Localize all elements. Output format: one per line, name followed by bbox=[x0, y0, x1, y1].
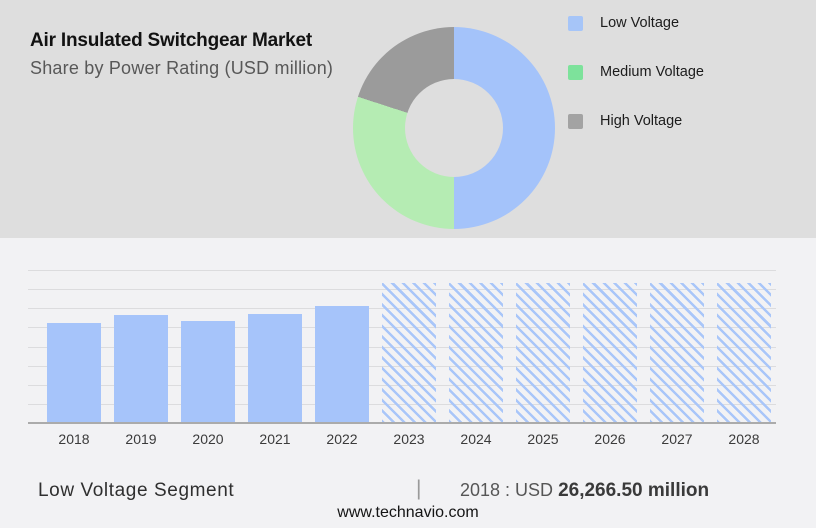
legend: Low Voltage Medium Voltage High Voltage bbox=[568, 0, 798, 238]
x-axis-label-2020: 2020 bbox=[192, 431, 224, 447]
bar-2028 bbox=[717, 283, 771, 423]
bar-2025 bbox=[516, 283, 570, 423]
footer-url[interactable]: www.technavio.com bbox=[337, 504, 479, 521]
donut-hole bbox=[405, 79, 503, 177]
bar-chart-section: 2018 2019 2020 2021 2022 2023 2024 2025 2026 2027… bbox=[0, 238, 816, 528]
x-axis-labels: 2018 2019 2020 2021 2022 2023 2024 2025 2026 2027… bbox=[28, 431, 776, 451]
legend-swatch-icon bbox=[568, 64, 583, 80]
x-axis-label-2022: 2022 bbox=[326, 431, 358, 447]
x-axis-label-2026: 2026 bbox=[594, 431, 626, 447]
segment-label: Low Voltage Segment bbox=[38, 480, 235, 501]
legend-label: Low Voltage bbox=[600, 15, 680, 31]
header: Air Insulated Switchgear Market Share by… bbox=[0, 0, 816, 238]
caption-separator: | bbox=[416, 477, 422, 500]
bar-2021 bbox=[248, 314, 302, 423]
bar-2018 bbox=[47, 323, 101, 423]
legend-swatch-icon bbox=[568, 113, 583, 129]
x-axis-label-2025: 2025 bbox=[527, 431, 559, 447]
donut-chart bbox=[353, 27, 555, 229]
x-axis-label-2027: 2027 bbox=[661, 431, 693, 447]
caption-value-bold: 26,266.50 million bbox=[558, 480, 710, 501]
plot-area bbox=[28, 270, 776, 424]
gridline bbox=[28, 270, 776, 271]
x-axis-label-2024: 2024 bbox=[460, 431, 492, 447]
bar-2020 bbox=[181, 321, 235, 423]
bar-2019 bbox=[114, 315, 168, 423]
caption-value-prefix: 2018 : USD bbox=[460, 480, 559, 500]
x-axis-label-2021: 2021 bbox=[259, 431, 291, 447]
bar-2027 bbox=[650, 283, 704, 423]
legend-item-high-voltage: High Voltage bbox=[568, 113, 682, 129]
bar-2022 bbox=[315, 306, 369, 423]
x-axis-label-2028: 2028 bbox=[728, 431, 760, 447]
legend-label: Medium Voltage bbox=[600, 64, 704, 80]
legend-swatch-icon bbox=[568, 15, 583, 31]
x-axis-line bbox=[28, 422, 776, 424]
x-axis-label-2019: 2019 bbox=[125, 431, 157, 447]
legend-item-medium-voltage: Medium Voltage bbox=[568, 64, 704, 80]
x-axis-label-2018: 2018 bbox=[58, 431, 90, 447]
legend-label: High Voltage bbox=[600, 113, 683, 129]
x-axis-label-2023: 2023 bbox=[393, 431, 425, 447]
legend-item-low-voltage: Low Voltage bbox=[568, 15, 679, 31]
bar-2024 bbox=[449, 283, 503, 423]
bar-2023 bbox=[382, 283, 436, 423]
caption-value: 2018 : USD 26,266.50 million bbox=[460, 480, 709, 502]
page-title: Air Insulated Switchgear Market bbox=[30, 30, 313, 51]
bar-2026 bbox=[583, 283, 637, 423]
page-subtitle: Share by Power Rating (USD million) bbox=[30, 58, 334, 78]
footer: www.technavio.com bbox=[0, 504, 816, 522]
